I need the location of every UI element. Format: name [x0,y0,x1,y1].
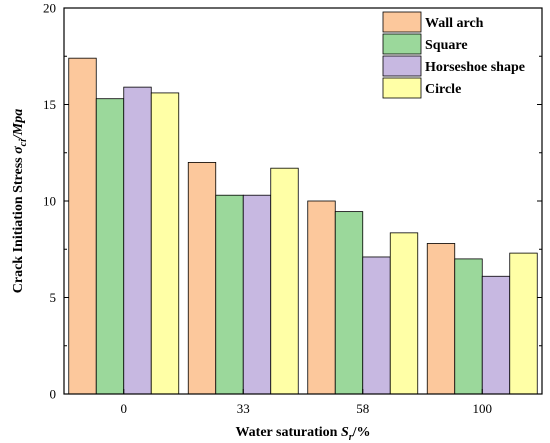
y-axis-title-symbol: σ [11,146,26,154]
y-axis-title-subscript: ci [18,139,29,146]
x-axis-title-subscript: r [349,432,353,443]
x-tick-label: 100 [473,401,493,416]
bar-circle-58 [389,232,419,395]
legend-label-wall-arch: Wall arch [425,16,484,31]
legend-swatch-circle [382,77,422,99]
x-tick-label: 58 [356,401,369,416]
y-tick-label: 10 [43,194,56,209]
y-axis-title: Crack Initiation Stress σci/Mpa [11,109,29,293]
bar-wall-arch-100 [426,243,456,395]
bar-wall-arch-58 [307,200,336,395]
x-tick-label: 33 [237,401,250,416]
y-axis: 0 5 10 15 20 [43,1,542,402]
legend: Wall arch Square Horseshoe shape Circle [382,11,525,99]
x-axis-title-main: Water saturation [235,425,341,440]
bar-wall-arch-0 [68,57,97,395]
bar-horseshoe-shape-58 [362,256,391,395]
bar-wall-arch-33 [187,161,217,395]
bar-circle-0 [150,92,180,395]
bars-layer [68,57,538,395]
x-axis-title-unit: /% [352,425,371,440]
bar-horseshoe-shape-33 [242,194,272,395]
x-axis-title: Water saturation Sr/% [235,425,370,443]
x-tick-label: 0 [121,401,128,416]
legend-swatch-square [382,33,422,55]
x-axis-title-symbol: S [341,425,349,440]
bar-circle-100 [509,252,538,395]
y-axis-title-main: Crack Initiation Stress [11,154,26,293]
legend-swatch-wall-arch [382,11,422,33]
bar-square-33 [215,194,244,395]
y-tick-label: 5 [50,290,57,305]
bar-horseshoe-shape-0 [123,86,152,395]
bar-square-100 [454,258,483,395]
y-tick-label: 20 [43,1,56,16]
y-axis-title-unit: /Mpa [11,109,26,140]
x-axis: 0 33 58 100 [121,389,493,416]
legend-label-horseshoe-shape: Horseshoe shape [425,60,525,75]
legend-label-square: Square [425,38,468,53]
bar-horseshoe-shape-100 [481,275,511,395]
y-tick-label: 15 [43,97,56,112]
bar-circle-33 [270,167,299,395]
y-tick-label: 0 [50,387,57,402]
legend-label-circle: Circle [425,82,461,97]
bar-square-0 [95,98,125,395]
legend-swatch-horseshoe-shape [382,55,422,77]
bar-square-58 [334,211,364,395]
